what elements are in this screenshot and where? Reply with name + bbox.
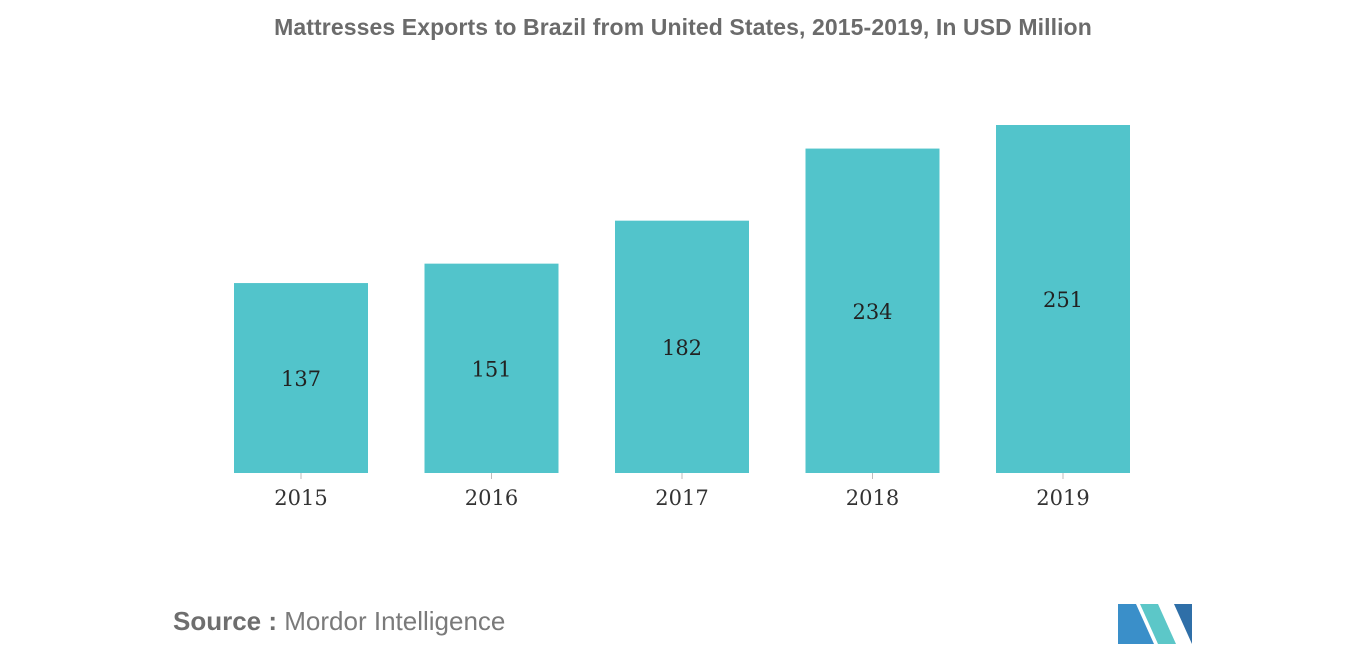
logo-shape-right [1174, 604, 1192, 644]
data-label-2016: 151 [471, 357, 511, 381]
x-tick-label-2019: 2019 [1036, 486, 1089, 510]
source-text: Mordor Intelligence [284, 606, 505, 636]
data-label-2015: 137 [281, 367, 321, 391]
x-axis-ticks-layer: 2015 2016 2017 2018 2019 [274, 473, 1089, 510]
x-tick-label-2017: 2017 [655, 486, 708, 510]
x-tick-label-2016: 2016 [465, 486, 518, 510]
source-note: Source : Mordor Intelligence [173, 606, 505, 637]
bars-layer [234, 125, 1130, 473]
source-label: Source : [173, 606, 277, 636]
bar-chart: 137 151 182 234 251 2015 2016 2017 2018 2019 [0, 0, 1366, 600]
x-tick-label-2015: 2015 [274, 486, 327, 510]
data-label-2018: 234 [852, 300, 892, 324]
data-label-2017: 182 [662, 336, 702, 360]
x-tick-label-2018: 2018 [846, 486, 899, 510]
data-label-2019: 251 [1043, 288, 1083, 312]
mordor-intelligence-logo [1118, 604, 1192, 644]
